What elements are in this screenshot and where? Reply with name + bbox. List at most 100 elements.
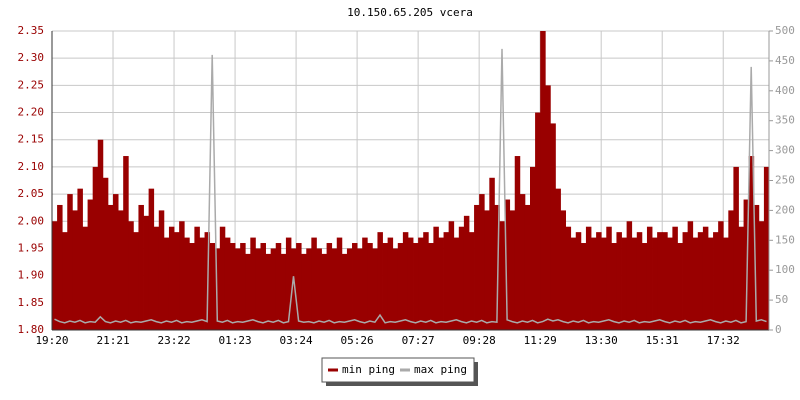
bar [199, 237, 205, 330]
bar [107, 204, 114, 330]
bar [677, 243, 683, 330]
x-tick-label: 07:27 [402, 334, 435, 347]
bar [763, 166, 770, 330]
bar [575, 232, 582, 330]
bar [352, 243, 358, 330]
bar [250, 237, 256, 330]
bar [407, 237, 414, 330]
y2-tick-label: 200 [775, 203, 795, 216]
bar [438, 237, 444, 330]
bar [555, 188, 561, 330]
x-tick-label: 21:21 [96, 334, 129, 347]
x-tick-label: 03:24 [280, 334, 313, 347]
bar [682, 232, 689, 330]
x-tick-label: 17:32 [707, 334, 740, 347]
bar [626, 221, 633, 330]
bar [346, 248, 353, 330]
bar [153, 226, 160, 330]
bar [260, 243, 266, 330]
bar [606, 226, 612, 330]
y2-tick-label: 350 [775, 114, 795, 127]
bar [723, 237, 729, 330]
bar [306, 248, 312, 330]
y2-tick-label: 250 [775, 174, 795, 187]
bar [128, 221, 134, 330]
y2-tick-label: 300 [775, 144, 795, 157]
bar [387, 237, 394, 330]
bar [158, 210, 165, 330]
bar [702, 226, 709, 330]
bar [341, 253, 348, 330]
bar [296, 243, 302, 330]
bar [443, 232, 450, 330]
bar [738, 226, 744, 330]
bar [270, 248, 277, 330]
bar [570, 237, 577, 330]
bar [621, 237, 628, 330]
bar [743, 199, 750, 330]
bar [672, 226, 678, 330]
bar [601, 237, 607, 330]
x-tick-label: 13:30 [585, 334, 618, 347]
bar [62, 232, 68, 330]
bar [667, 237, 673, 330]
y-tick-label: 2.00 [18, 214, 45, 227]
bar [641, 243, 648, 330]
bar [133, 232, 139, 330]
bar [687, 221, 694, 330]
bar [57, 204, 63, 330]
bar [92, 166, 99, 330]
bar [184, 237, 190, 330]
x-tick-label: 15:31 [646, 334, 679, 347]
y-tick-label: 2.10 [18, 160, 45, 173]
bar [535, 112, 541, 330]
bar [367, 243, 373, 330]
bar [697, 232, 704, 330]
bar [392, 248, 399, 330]
bar [413, 243, 419, 330]
bar [530, 166, 536, 330]
bar [591, 237, 597, 330]
bar [214, 248, 221, 330]
bar [758, 221, 765, 330]
bar [255, 248, 261, 330]
bar [113, 194, 119, 330]
bar [67, 194, 73, 330]
bar [636, 232, 643, 330]
bar [118, 210, 124, 330]
bar [275, 243, 282, 330]
bar [143, 215, 150, 330]
bar [321, 253, 327, 330]
bar [102, 177, 109, 330]
bar [87, 199, 94, 330]
bar [382, 243, 389, 330]
y2-tick-label: 50 [775, 293, 788, 306]
y-tick-label: 2.30 [18, 51, 45, 64]
bar [560, 210, 566, 330]
bar [174, 232, 180, 330]
bar [565, 226, 572, 330]
bar [484, 210, 490, 330]
bar [468, 232, 475, 330]
bar [545, 85, 551, 330]
bar [580, 243, 587, 330]
bar [713, 232, 719, 330]
bar [285, 237, 292, 330]
x-tick-label: 19:20 [35, 334, 68, 347]
y2-tick-label: 500 [775, 24, 795, 37]
bar [474, 204, 480, 330]
bar [489, 177, 495, 330]
bar [707, 237, 714, 330]
y2-tick-label: 450 [775, 54, 795, 67]
bar [479, 194, 485, 330]
y2-tick-label: 150 [775, 233, 795, 246]
bar [138, 204, 144, 330]
bar [316, 248, 322, 330]
bar [209, 243, 216, 330]
bar [97, 139, 104, 330]
chart-title: 10.150.65.205 vcera [347, 6, 473, 19]
legend-box [321, 357, 475, 383]
bar [519, 194, 526, 330]
